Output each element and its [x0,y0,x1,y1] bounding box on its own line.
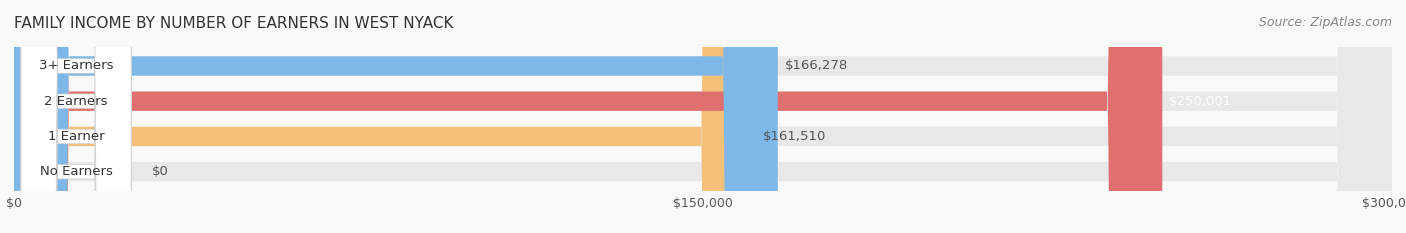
FancyBboxPatch shape [14,0,756,233]
Text: FAMILY INCOME BY NUMBER OF EARNERS IN WEST NYACK: FAMILY INCOME BY NUMBER OF EARNERS IN WE… [14,16,454,31]
Text: No Earners: No Earners [39,165,112,178]
Text: $250,001: $250,001 [1170,95,1233,108]
FancyBboxPatch shape [21,0,131,233]
FancyBboxPatch shape [14,0,1163,233]
FancyBboxPatch shape [14,0,1392,233]
Text: $0: $0 [152,165,169,178]
Text: $166,278: $166,278 [785,59,848,72]
Text: 1 Earner: 1 Earner [48,130,104,143]
FancyBboxPatch shape [14,0,778,233]
FancyBboxPatch shape [14,0,1392,233]
Text: 2 Earners: 2 Earners [45,95,108,108]
FancyBboxPatch shape [14,0,1392,233]
FancyBboxPatch shape [21,0,131,233]
FancyBboxPatch shape [14,0,1392,233]
Text: $161,510: $161,510 [762,130,827,143]
FancyBboxPatch shape [21,0,131,233]
FancyBboxPatch shape [21,0,131,233]
Text: Source: ZipAtlas.com: Source: ZipAtlas.com [1258,16,1392,29]
Text: 3+ Earners: 3+ Earners [39,59,114,72]
